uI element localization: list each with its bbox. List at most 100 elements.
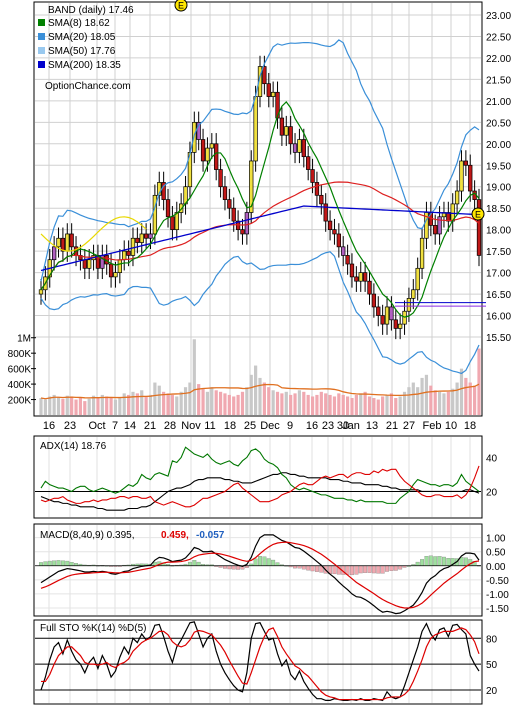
- candle-body: [284, 126, 289, 136]
- earnings-marker: E: [174, 0, 188, 12]
- volume-bar: [144, 396, 148, 415]
- candle: [415, 257, 420, 301]
- candle-body: [411, 289, 416, 299]
- candle: [358, 261, 363, 292]
- candle: [196, 111, 201, 151]
- candle: [135, 227, 140, 254]
- candle: [270, 81, 276, 108]
- x-tick-label: Dec: [260, 420, 280, 432]
- x-tick-label: Jan: [342, 420, 360, 432]
- macd-histogram-bar: [306, 565, 311, 571]
- candle: [126, 240, 131, 267]
- volume-bar: [113, 399, 118, 415]
- volume-bar: [341, 394, 345, 415]
- candle-body: [165, 199, 171, 218]
- candle: [87, 248, 92, 280]
- candle-body: [60, 237, 66, 252]
- candle-body: [362, 272, 368, 282]
- candle: [376, 296, 381, 327]
- candle-body: [380, 315, 385, 325]
- volume-bar: [437, 391, 442, 415]
- macd-histogram-bar: [231, 565, 236, 570]
- candle: [476, 188, 482, 267]
- candle-body: [367, 280, 372, 295]
- adx-line: [40, 472, 480, 511]
- macd-panel: [33, 523, 483, 617]
- legend-label: SMA(8) 18.62: [48, 18, 110, 29]
- candle-body: [454, 190, 460, 205]
- sto-d-line: [41, 627, 480, 701]
- candle-body: [332, 229, 337, 235]
- candle-body: [354, 276, 359, 282]
- volume-bar: [350, 398, 354, 415]
- volume-bar: [332, 396, 337, 415]
- macd-histogram-bar: [367, 565, 372, 573]
- candle-body: [468, 164, 473, 192]
- candle-body: [288, 126, 293, 145]
- sto-y-tick-label: 20: [486, 686, 498, 697]
- candle: [327, 210, 333, 241]
- volume-bar: [280, 393, 284, 415]
- x-tick-label: 18: [224, 420, 236, 432]
- adx-title: ADX(14) 18.76: [40, 441, 107, 452]
- svg-text:E: E: [178, 1, 184, 11]
- candle-body: [415, 267, 420, 291]
- candle: [411, 279, 416, 310]
- legend-swatch: [38, 61, 45, 68]
- candle: [152, 184, 158, 245]
- candle-body: [82, 259, 87, 269]
- price-y-tick-label: 18.50: [486, 204, 511, 215]
- candle: [301, 128, 306, 168]
- volume-bar: [183, 387, 188, 415]
- candle: [157, 171, 162, 207]
- volume-bar: [451, 388, 455, 415]
- volume-bar: [223, 393, 227, 415]
- candle: [468, 154, 473, 202]
- volume-bar: [74, 399, 78, 415]
- price-y-tick-label: 19.00: [486, 183, 511, 194]
- volume-bar: [78, 398, 83, 415]
- candle: [174, 201, 179, 241]
- macd-y-tick-label: 0.50: [486, 548, 506, 559]
- volume-bar: [319, 391, 323, 415]
- candle: [371, 283, 377, 318]
- macd-histogram-bar: [271, 559, 276, 566]
- volume-bar: [372, 398, 376, 415]
- earnings-marker: E: [471, 207, 485, 221]
- candle: [279, 107, 285, 146]
- x-tick-label: 7: [112, 420, 118, 432]
- candle: [179, 193, 184, 224]
- candle-body: [327, 220, 333, 231]
- macd-histogram-bar: [192, 560, 197, 566]
- macd-histogram-bar: [433, 556, 438, 566]
- candle-body: [65, 233, 70, 252]
- volume-bar: [148, 394, 153, 415]
- candle: [284, 115, 289, 146]
- candle-body: [262, 66, 267, 85]
- candle-body: [200, 139, 206, 162]
- candle-body: [130, 237, 136, 256]
- volume-y-tick-label: 1M: [17, 334, 31, 345]
- macd-histogram-bar: [376, 565, 381, 574]
- x-tick-label: Feb: [423, 420, 442, 432]
- candle: [165, 188, 171, 228]
- volume-bar: [192, 339, 196, 415]
- volume-bar: [459, 368, 464, 415]
- candle-body: [406, 298, 412, 312]
- candle-body: [301, 139, 306, 158]
- candle: [362, 261, 368, 292]
- volume-bar: [267, 387, 271, 415]
- volume-bar: [354, 394, 358, 415]
- x-tick-label: Oct: [88, 420, 105, 432]
- volume-bar: [118, 397, 122, 415]
- candle-body: [179, 203, 184, 213]
- candle: [227, 188, 232, 219]
- candle: [51, 236, 57, 271]
- candle: [354, 266, 359, 292]
- volume-bar: [254, 365, 258, 415]
- candle: [319, 184, 324, 215]
- x-tick-label: 13: [366, 420, 378, 432]
- candle-body: [336, 233, 341, 248]
- legend-label: SMA(20) 18.05: [48, 32, 116, 43]
